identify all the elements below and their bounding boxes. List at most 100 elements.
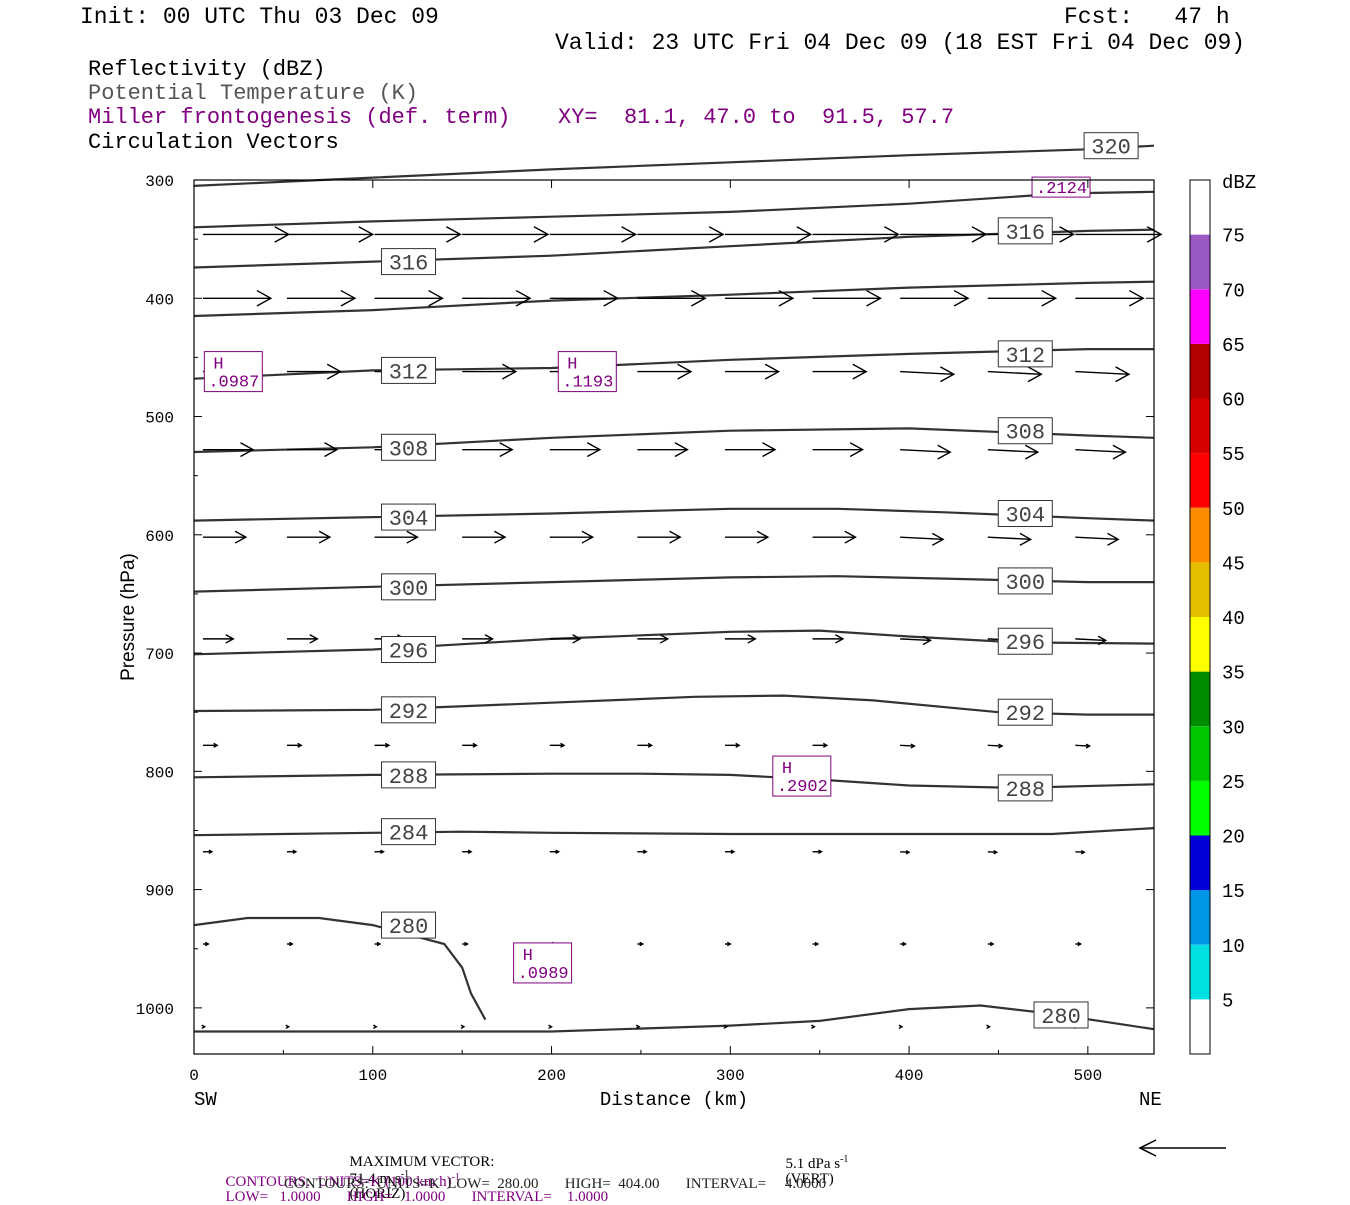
contour-label: 316 (389, 252, 429, 277)
y-tick-label: 500 (145, 410, 174, 428)
x-tick-label: 400 (895, 1067, 924, 1085)
contour-label: 284 (389, 822, 429, 847)
frontogenesis-max-label: H (782, 760, 792, 779)
colorbar-label: 60 (1222, 390, 1245, 412)
max-vector-vert: 5.1 dPa s (786, 1156, 841, 1172)
colorbar-segment (1190, 562, 1210, 617)
colorbar-segment (1190, 945, 1210, 1000)
y-tick-label: 1000 (136, 1001, 174, 1019)
dbz-colorbar: 5 10 15 20 25 30 35 40 45 50 55 60 65 70 75 (1190, 180, 1245, 1054)
colorbar-segment (1190, 781, 1210, 836)
footer-contours-theta: CONTOURS: UNITS=K LOW= 280.00 HIGH= 404.… (284, 1177, 826, 1192)
contour-label: 296 (389, 640, 429, 665)
contour-label: 280 (1041, 1005, 1081, 1030)
circulation-vector (900, 537, 943, 539)
circulation-vector (988, 537, 1031, 539)
contour-label: 288 (1005, 778, 1045, 803)
colorbar-label: 45 (1222, 553, 1245, 575)
frontogenesis-max-label: H (523, 947, 533, 966)
contour-label: 300 (389, 577, 429, 602)
contour-label: 280 (389, 915, 429, 940)
max-vert-exponent: -1 (840, 1154, 848, 1165)
frontogenesis-max-label: H (213, 356, 223, 375)
circulation-vector (900, 372, 954, 375)
circulation-vector (988, 372, 1042, 375)
circulation-vector (1075, 372, 1129, 375)
contour-label: 288 (389, 765, 429, 790)
y-tick-label: 400 (145, 291, 174, 309)
colorbar-label: 55 (1222, 444, 1245, 466)
colorbar-segment (1190, 180, 1210, 235)
contour-label: 292 (1005, 702, 1045, 727)
contour-label: 316 (1005, 221, 1045, 246)
contour-label: 304 (389, 507, 429, 532)
colorbar-segment (1190, 235, 1210, 290)
y-tick-label: 800 (145, 764, 174, 782)
colorbar-segment (1190, 399, 1210, 454)
contour-label: 292 (389, 700, 429, 725)
y-tick-label: 600 (145, 528, 174, 546)
x-axis-title: Distance (km) (600, 1089, 748, 1111)
colorbar-label: 10 (1222, 936, 1245, 958)
colorbar-segment (1190, 999, 1210, 1054)
contour-label: 308 (1005, 421, 1045, 446)
frontogenesis-max-value: .0987 (208, 374, 259, 393)
colorbar-label: 70 (1222, 280, 1245, 302)
circulation-vector (900, 450, 950, 453)
x-tick-label: 0 (189, 1067, 199, 1085)
circulation-vector (900, 639, 930, 641)
colorbar-label: 30 (1222, 717, 1245, 739)
colorbar-label: 40 (1222, 608, 1245, 630)
colorbar-label: 35 (1222, 663, 1245, 685)
x-tick-label: 500 (1073, 1067, 1102, 1085)
colorbar-segment (1190, 289, 1210, 344)
circulation-vector (1075, 537, 1118, 539)
colorbar-segment (1190, 453, 1210, 508)
theta-contour (194, 828, 1154, 835)
colorbar-segment (1190, 726, 1210, 781)
colorbar-segment (1190, 672, 1210, 727)
colorbar-label: 25 (1222, 772, 1245, 794)
circulation-vector (1075, 639, 1105, 641)
circulation-vector (988, 450, 1038, 453)
frontogenesis-max-value: .2902 (777, 778, 828, 797)
colorbar-segment (1190, 836, 1210, 891)
sw-label: SW (194, 1089, 217, 1111)
colorbar-label: 5 (1222, 990, 1233, 1012)
theta-contour (194, 1006, 1154, 1032)
x-tick-label: 200 (537, 1067, 566, 1085)
contour-label: 320 (1091, 136, 1131, 161)
frontogenesis-max-value: .2124 (1036, 180, 1087, 199)
theta-contour (194, 918, 485, 1020)
contour-label: 312 (389, 360, 429, 385)
circulation-vector (1075, 450, 1125, 453)
contour-label: 300 (1005, 571, 1045, 596)
ne-label: NE (1139, 1089, 1162, 1111)
colorbar-segment (1190, 617, 1210, 672)
frontogenesis-max-label: H (567, 356, 577, 375)
contour-label: 304 (1005, 504, 1045, 529)
y-tick-label: 300 (145, 173, 174, 191)
contour-label: 308 (389, 437, 429, 462)
colorbar-segment (1190, 508, 1210, 563)
x-tick-label: 300 (716, 1067, 745, 1085)
colorbar-unit: dBZ (1222, 172, 1256, 194)
colorbar-label: 15 (1222, 881, 1245, 903)
contour-labels: 280 284 288 288 292 292 296 296 300 300 304 304 308 3… (382, 133, 1139, 1030)
frontogenesis-max-value: .1193 (562, 374, 613, 393)
y-tick-label: 700 (145, 646, 174, 664)
contour-label: 296 (1005, 631, 1045, 656)
colorbar-label: 20 (1222, 827, 1245, 849)
colorbar-segment (1190, 344, 1210, 399)
x-tick-label: 100 (358, 1067, 387, 1085)
colorbar-label: 75 (1222, 226, 1245, 248)
y-tick-label: 900 (145, 883, 174, 901)
colorbar-segment (1190, 890, 1210, 945)
colorbar-label: 65 (1222, 335, 1245, 357)
y-axis-title: Pressure (hPa) (118, 553, 139, 681)
reference-vector-arrow-icon (1140, 1140, 1226, 1156)
colorbar-label: 50 (1222, 499, 1245, 521)
frontogenesis-max-value: .0989 (518, 965, 569, 984)
contour-label: 312 (1005, 344, 1045, 369)
